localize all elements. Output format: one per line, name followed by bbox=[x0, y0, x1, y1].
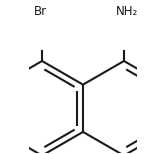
Text: Br: Br bbox=[34, 5, 47, 18]
Text: NH₂: NH₂ bbox=[116, 5, 138, 18]
